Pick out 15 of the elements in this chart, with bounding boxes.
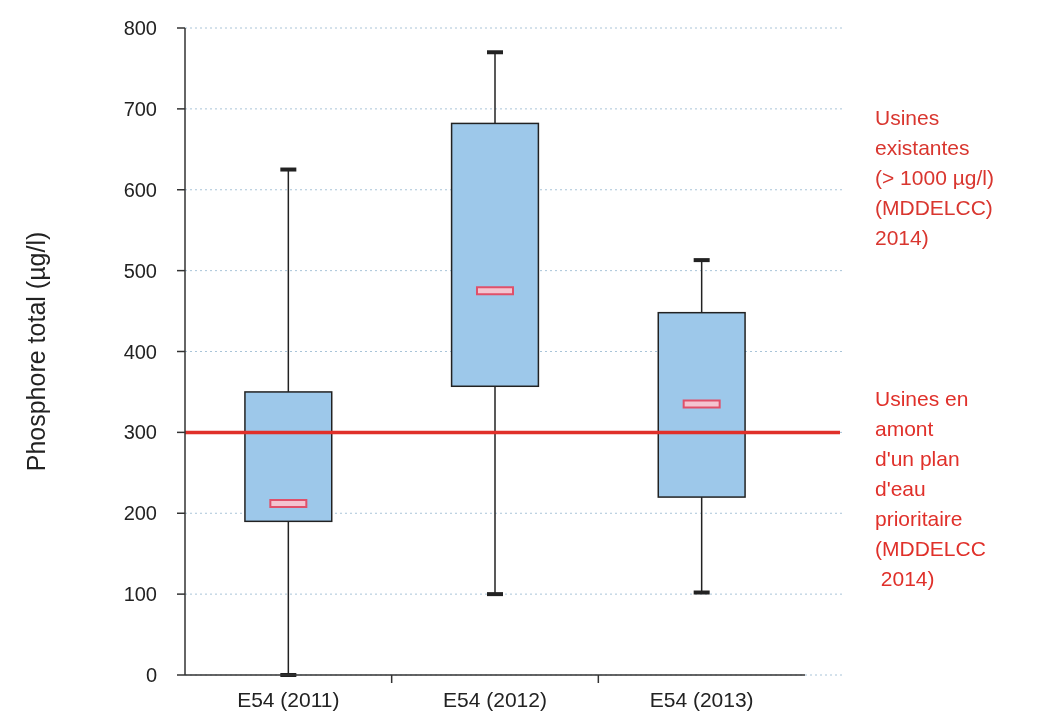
y-tick-label: 300 — [123, 421, 157, 444]
y-tick-label: 0 — [145, 664, 157, 686]
y-axis-title: Phosphore total (µg/l) — [22, 231, 50, 472]
y-tick-label: 100 — [123, 583, 157, 606]
y-tick-label: 800 — [123, 17, 157, 39]
text: Usines existantes (> 1000 µg/l) (MDDELCC) 2014) — [875, 106, 994, 250]
y-tick-label: 600 — [123, 178, 157, 201]
x-tick-label: E54 (2011) — [237, 688, 340, 711]
y-tick-label: 500 — [123, 259, 157, 282]
y-tick-label: 700 — [123, 97, 157, 120]
x-tick-label: E54 (2013) — [649, 688, 754, 711]
ref-line-label: Usines en amont d'un plan d'eau prioritaire (MDDELCC 2014) — [875, 387, 986, 591]
y-tick-label: 400 — [123, 340, 157, 363]
y-tick-label: 200 — [123, 502, 157, 525]
x-tick-label: E54 (2012) — [443, 688, 547, 711]
